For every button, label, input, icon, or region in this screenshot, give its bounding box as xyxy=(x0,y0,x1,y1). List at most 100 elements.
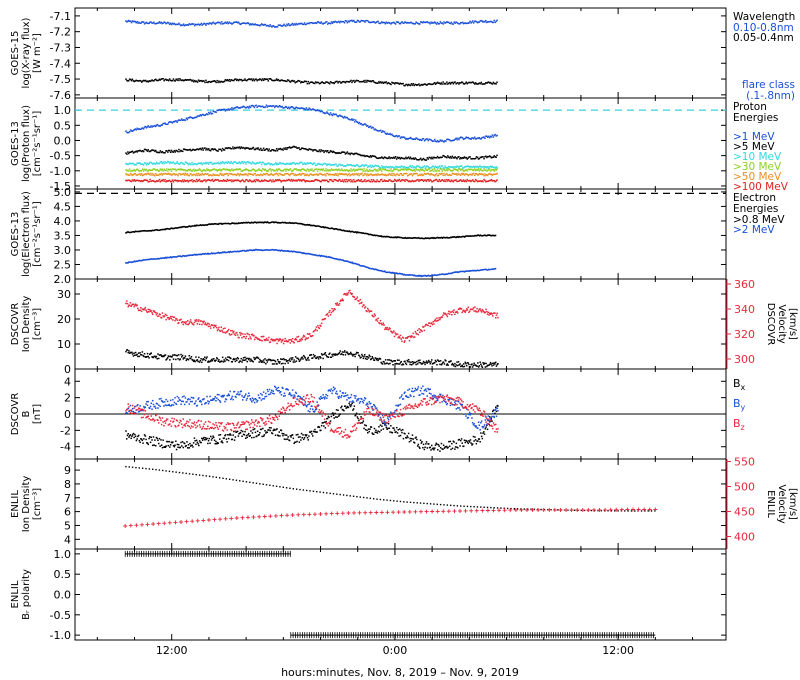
series-point xyxy=(459,173,461,176)
y-axis-label: [cm⁻³] xyxy=(32,308,43,340)
series-point xyxy=(353,153,355,156)
series-point xyxy=(454,313,456,315)
series-point xyxy=(259,105,261,107)
series-point xyxy=(413,169,415,171)
series-point xyxy=(243,180,245,183)
series-point xyxy=(419,158,421,161)
series-point xyxy=(489,170,492,172)
series-point xyxy=(280,106,282,108)
series-point xyxy=(291,170,294,172)
series-point xyxy=(301,338,303,341)
series-point xyxy=(484,311,487,314)
series-point xyxy=(426,179,428,181)
series-point xyxy=(311,168,313,170)
series-point xyxy=(201,163,203,166)
series-point xyxy=(239,79,242,81)
series-point xyxy=(240,429,242,432)
series-point xyxy=(176,319,179,321)
series-point xyxy=(147,172,149,175)
series-point xyxy=(271,432,273,434)
series-point xyxy=(152,149,154,152)
series-point xyxy=(491,365,493,367)
series-point xyxy=(298,173,300,176)
series-point xyxy=(479,20,482,22)
series-point xyxy=(176,121,178,123)
series-point xyxy=(496,172,498,175)
series-point xyxy=(296,162,298,164)
series-point xyxy=(145,309,147,311)
series-point xyxy=(136,80,138,82)
series-point xyxy=(248,148,251,150)
series-point xyxy=(380,167,382,169)
series-point xyxy=(473,82,475,84)
series-point xyxy=(344,354,347,356)
series-point xyxy=(306,180,309,182)
series-point xyxy=(428,359,430,362)
series-point xyxy=(157,353,159,355)
series-point xyxy=(237,435,240,437)
series-point xyxy=(441,172,443,175)
series-point xyxy=(168,162,171,165)
series-point xyxy=(405,362,407,364)
series-point xyxy=(296,180,298,182)
series-point xyxy=(137,434,140,437)
series-point xyxy=(411,22,414,25)
series-point xyxy=(346,21,349,24)
series-point xyxy=(492,179,495,182)
series-point xyxy=(481,156,483,158)
series-point xyxy=(342,354,344,356)
series-point xyxy=(340,20,342,23)
series-point xyxy=(161,78,163,80)
series-point xyxy=(300,432,303,435)
series-point xyxy=(437,319,440,321)
series-point xyxy=(248,180,250,183)
series-point xyxy=(423,170,426,172)
series-point xyxy=(420,84,422,86)
series-point xyxy=(175,162,177,165)
series-point xyxy=(276,105,279,108)
series-point xyxy=(324,112,326,115)
series-point xyxy=(172,354,174,356)
series-point xyxy=(287,436,289,438)
series-point xyxy=(491,165,494,168)
series-point xyxy=(320,353,323,355)
series-point xyxy=(190,321,193,323)
series-point xyxy=(130,130,133,132)
series-point xyxy=(218,80,220,82)
series-point xyxy=(441,179,443,181)
series-point xyxy=(141,439,144,442)
series-point xyxy=(289,147,292,149)
series-point xyxy=(215,81,217,84)
series-point xyxy=(420,174,422,177)
series-point xyxy=(233,161,235,163)
series-point xyxy=(163,173,165,175)
series-point xyxy=(378,80,380,83)
series-point xyxy=(125,350,127,353)
series-point xyxy=(493,170,495,172)
series-point xyxy=(158,125,161,127)
series-point xyxy=(185,79,188,81)
series-point xyxy=(245,179,247,181)
series-point xyxy=(258,162,260,164)
series-point xyxy=(220,148,222,151)
series-point xyxy=(427,139,429,142)
series-point xyxy=(457,312,459,314)
series-point xyxy=(203,358,205,361)
series-point xyxy=(401,340,403,342)
series-point xyxy=(207,361,209,363)
series-point xyxy=(128,168,131,170)
series-point xyxy=(386,132,389,135)
series-point xyxy=(309,108,311,110)
series-point xyxy=(362,174,364,177)
series-point xyxy=(426,84,428,86)
series-point xyxy=(300,179,302,181)
series-point xyxy=(242,146,244,149)
series-point xyxy=(371,80,374,82)
series-point xyxy=(134,170,136,172)
series-point xyxy=(134,80,136,82)
series-point xyxy=(300,148,302,151)
series-point xyxy=(167,355,170,357)
series-point xyxy=(460,22,462,24)
series-point xyxy=(459,137,461,139)
series-point xyxy=(370,127,373,129)
